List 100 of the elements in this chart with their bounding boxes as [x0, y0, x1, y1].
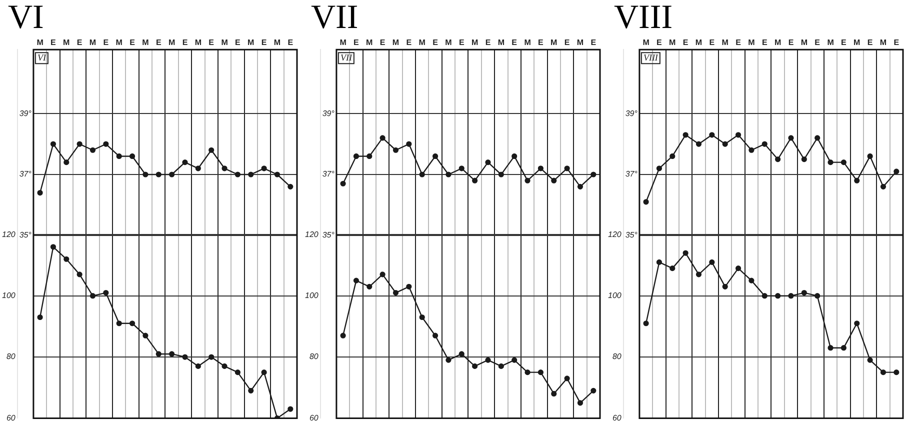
point [76, 141, 82, 147]
y-tick-label: 37° [322, 170, 336, 179]
x-tick-label: M [880, 38, 887, 48]
point [169, 351, 175, 357]
point [577, 184, 584, 190]
x-tick-label: M [116, 38, 123, 48]
point [551, 178, 557, 184]
x-tick-label: M [366, 38, 374, 48]
x-tick-label: M [774, 38, 782, 48]
point [828, 345, 834, 351]
x-tick-label: E [538, 38, 544, 48]
x-tick-label: E [512, 38, 518, 48]
y2-tick-label: 60 [309, 413, 319, 422]
point [524, 178, 530, 184]
point [90, 293, 96, 299]
point [894, 370, 900, 376]
point [142, 172, 148, 178]
point [156, 351, 162, 357]
point [801, 290, 807, 296]
point [788, 135, 794, 141]
y-tick-label: 39° [19, 108, 32, 118]
point [274, 172, 280, 178]
point [696, 272, 702, 278]
x-tick-label: M [642, 38, 650, 48]
x-tick-label: M [274, 38, 281, 48]
point [380, 272, 386, 278]
point [353, 278, 360, 284]
point [458, 351, 464, 357]
point [854, 320, 860, 326]
point [406, 141, 412, 147]
point [288, 406, 294, 412]
x-tick-label: M [550, 38, 558, 48]
point [722, 141, 728, 147]
x-tick-label: E [682, 38, 689, 48]
x-tick-label: E [261, 38, 268, 48]
point [392, 290, 399, 296]
point [261, 370, 267, 376]
point [880, 184, 886, 190]
annotation: VI [37, 52, 47, 62]
point [801, 156, 807, 162]
point [195, 166, 201, 172]
x-tick-label: E [814, 38, 821, 48]
point [551, 390, 557, 397]
x-tick-label: E [485, 38, 492, 48]
point [762, 293, 768, 299]
point [828, 160, 834, 166]
x-tick-label: M [722, 38, 729, 48]
x-tick-label: M [800, 38, 808, 48]
point [814, 293, 820, 299]
point [656, 166, 662, 172]
point [512, 357, 518, 363]
point [248, 388, 254, 394]
point [682, 132, 688, 138]
point [64, 160, 70, 166]
x-tick-label: E [182, 38, 188, 48]
point [590, 388, 596, 394]
y-tick-label: 39° [322, 108, 336, 118]
x-tick-label: M [63, 38, 70, 48]
x-tick-label: E [709, 38, 716, 48]
chart-title: VII [311, 0, 358, 36]
point [670, 153, 676, 160]
point [894, 168, 900, 174]
point [248, 172, 254, 178]
x-tick-label: E [76, 38, 83, 48]
y-tick-label: 37° [625, 170, 638, 179]
point [472, 178, 478, 184]
y2-tick-label: 120 [2, 230, 16, 239]
point [512, 153, 518, 160]
x-tick-label: E [406, 38, 412, 48]
point [261, 166, 267, 172]
x-tick-label: E [656, 38, 663, 48]
y-tick-label: 35° [625, 230, 638, 240]
point [735, 266, 742, 272]
x-tick-label: E [235, 38, 242, 48]
annotation: VII [340, 52, 353, 62]
point [670, 266, 676, 272]
point [103, 141, 109, 147]
point [538, 370, 544, 376]
x-tick-label: M [340, 38, 347, 48]
x-tick-label: M [445, 38, 452, 48]
point [485, 357, 491, 363]
point [340, 180, 346, 186]
y2-tick-label: 80 [6, 352, 16, 362]
point [524, 370, 530, 376]
x-tick-label: M [89, 38, 96, 48]
point [814, 135, 820, 141]
x-tick-label: E [432, 38, 439, 48]
x-tick-label: M [669, 38, 676, 48]
point [340, 332, 346, 338]
point [156, 172, 162, 178]
y-tick-label: 35° [19, 230, 32, 240]
point [446, 172, 452, 178]
point [76, 272, 82, 278]
point [353, 153, 360, 160]
point [182, 160, 188, 166]
point [169, 172, 175, 178]
y2-tick-label: 120 [304, 230, 319, 239]
y2-tick-label: 60 [6, 413, 16, 422]
y2-tick-label: 120 [608, 230, 622, 239]
x-tick-label: E [156, 38, 162, 48]
